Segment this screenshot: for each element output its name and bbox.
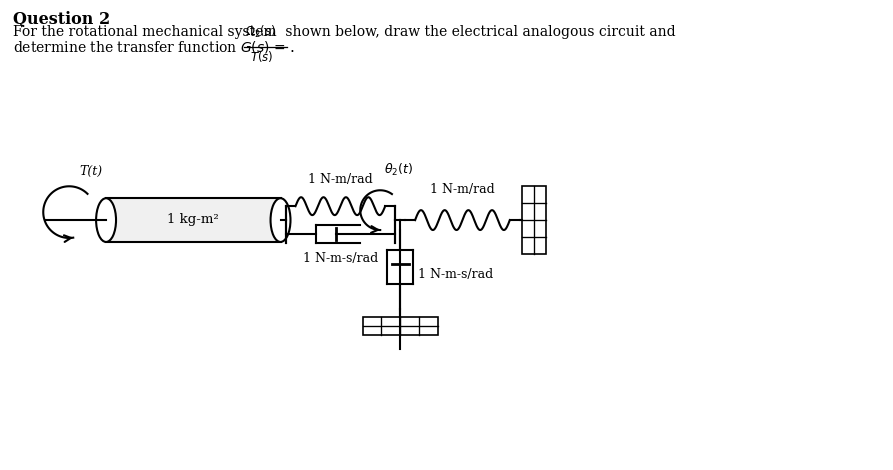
Text: determine the transfer function $G(s)\,=$: determine the transfer function $G(s)\,=… <box>13 39 287 55</box>
Text: $\theta_2(t)$: $\theta_2(t)$ <box>384 162 413 178</box>
Text: For the rotational mechanical system  shown below, draw the electrical analogous: For the rotational mechanical system sho… <box>13 25 676 39</box>
Text: 1 N-m/rad: 1 N-m/rad <box>430 183 495 196</box>
Bar <box>363 317 438 335</box>
Text: 1 N-m-s/rad: 1 N-m-s/rad <box>418 268 493 281</box>
Text: T(t): T(t) <box>79 165 103 178</box>
Ellipse shape <box>96 198 116 242</box>
Bar <box>522 186 546 254</box>
Text: $T(s)$: $T(s)$ <box>250 49 273 64</box>
Text: $\Omega_2(s)$: $\Omega_2(s)$ <box>245 24 276 40</box>
Ellipse shape <box>271 198 290 242</box>
Text: .: . <box>289 39 295 55</box>
Text: 1 kg-m²: 1 kg-m² <box>167 212 219 226</box>
Text: Question 2: Question 2 <box>13 11 111 28</box>
Text: 1 N-m/rad: 1 N-m/rad <box>308 173 372 186</box>
Bar <box>106 198 280 242</box>
Text: 1 N-m-s/rad: 1 N-m-s/rad <box>303 252 378 265</box>
